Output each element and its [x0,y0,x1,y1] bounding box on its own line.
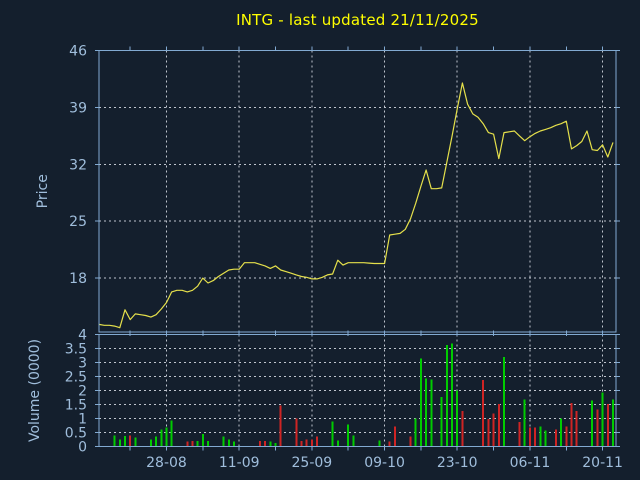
chart-title: INTG - last updated 21/11/2025 [236,11,479,29]
volume-bar [518,422,521,447]
volume-bar [196,440,199,447]
volume-bar [606,404,609,447]
volume-bar [425,378,428,447]
volume-bar [612,399,614,447]
volume-bar [352,435,355,447]
volume-bar [565,426,568,447]
volume-bar [596,409,599,447]
volume-bar [310,439,313,447]
volume-bar [451,343,454,447]
volume-bar [492,413,495,447]
volume-bar [388,441,391,447]
price-tick-label: 25 [69,214,87,230]
date-tick-label: 23-10 [437,455,478,471]
volume-bar [123,436,126,447]
volume-bar [134,437,137,447]
volume-bar [129,435,132,447]
price-tick-label: 39 [69,100,87,116]
price-axis-title: Price [35,174,51,208]
price-line-series [98,82,614,329]
volume-bar [201,433,204,447]
panel-border [98,334,617,447]
volume-tick-label: 3 [78,356,87,372]
volume-bar [456,390,459,447]
volume-bar [295,418,298,447]
volume-bar [414,418,417,447]
date-tick-label: 28-08 [146,455,187,471]
series-layer [98,82,614,447]
volume-bar [544,430,547,447]
volume-tick-label: 1.5 [65,398,87,414]
volume-bar [155,436,158,447]
volume-bar [336,440,339,447]
date-tick-label: 25-09 [292,455,333,471]
volume-bar [601,392,604,447]
volume-bar [331,421,334,447]
volume-bar [207,441,210,447]
volume-bar [378,440,381,447]
volume-bar [461,410,464,447]
volume-bar [186,441,189,447]
volume-bar [316,436,319,447]
volume-bar [264,441,267,447]
volume-bar [227,439,230,447]
volume-bar [539,426,542,447]
volume-bar [269,441,272,447]
volume-bar [487,418,490,447]
volume-bar [482,380,485,447]
price-tick-label: 46 [69,44,87,60]
gridlines [99,50,616,447]
volume-bar [528,427,531,447]
volume-bar [191,441,194,447]
volume-tick-label: 2.5 [65,370,87,386]
date-tick-label: 06-11 [510,455,551,471]
volume-bar [409,436,412,447]
volume-bar [591,400,594,447]
volume-bar [445,345,448,447]
volume-bar [440,396,443,447]
volume-tick-label: 4 [78,328,87,344]
volume-bar [430,379,433,447]
date-tick-label: 11-09 [219,455,260,471]
price-tick-label: 18 [69,271,87,287]
price-tick-label: 32 [69,157,87,173]
date-tick-label: 09-10 [364,455,405,471]
volume-bar [113,435,116,447]
volume-bar [393,426,396,447]
volume-axis-title: Volume (0000) [27,339,43,442]
volume-bar [570,402,573,447]
volume-bar [258,440,261,447]
volume-bar [274,442,277,447]
axis-labels: 46 39 32 25 18 43.532.521.510.50 28-08 11-09 25-… [27,44,623,472]
volume-bar [419,358,422,447]
volume-bar [279,405,282,447]
volume-bar [575,410,578,447]
volume-tick-label: 1 [78,412,87,428]
volume-bar [497,403,500,447]
panel-border [98,50,617,333]
volume-bar [300,441,303,447]
date-tick-label: 20-11 [582,455,623,471]
volume-bar [560,418,563,447]
volume-bar [170,420,173,447]
volume-tick-label: 2 [78,384,87,400]
volume-bar [222,436,225,447]
volume-bar [232,441,235,447]
volume-bar [523,399,526,447]
volume-bar [149,439,152,447]
volume-tick-label: 3.5 [65,342,87,358]
volume-bar [165,427,168,447]
volume-bar [305,439,308,447]
volume-bar [554,429,557,447]
volume-bar [534,427,537,447]
volume-bar [502,356,505,447]
volume-tick-label: 0.5 [65,426,87,442]
volume-bar [347,424,350,447]
volume-bar [118,439,121,447]
volume-tick-label: 0 [78,440,87,456]
axes [95,46,620,451]
volume-bar [160,429,163,447]
